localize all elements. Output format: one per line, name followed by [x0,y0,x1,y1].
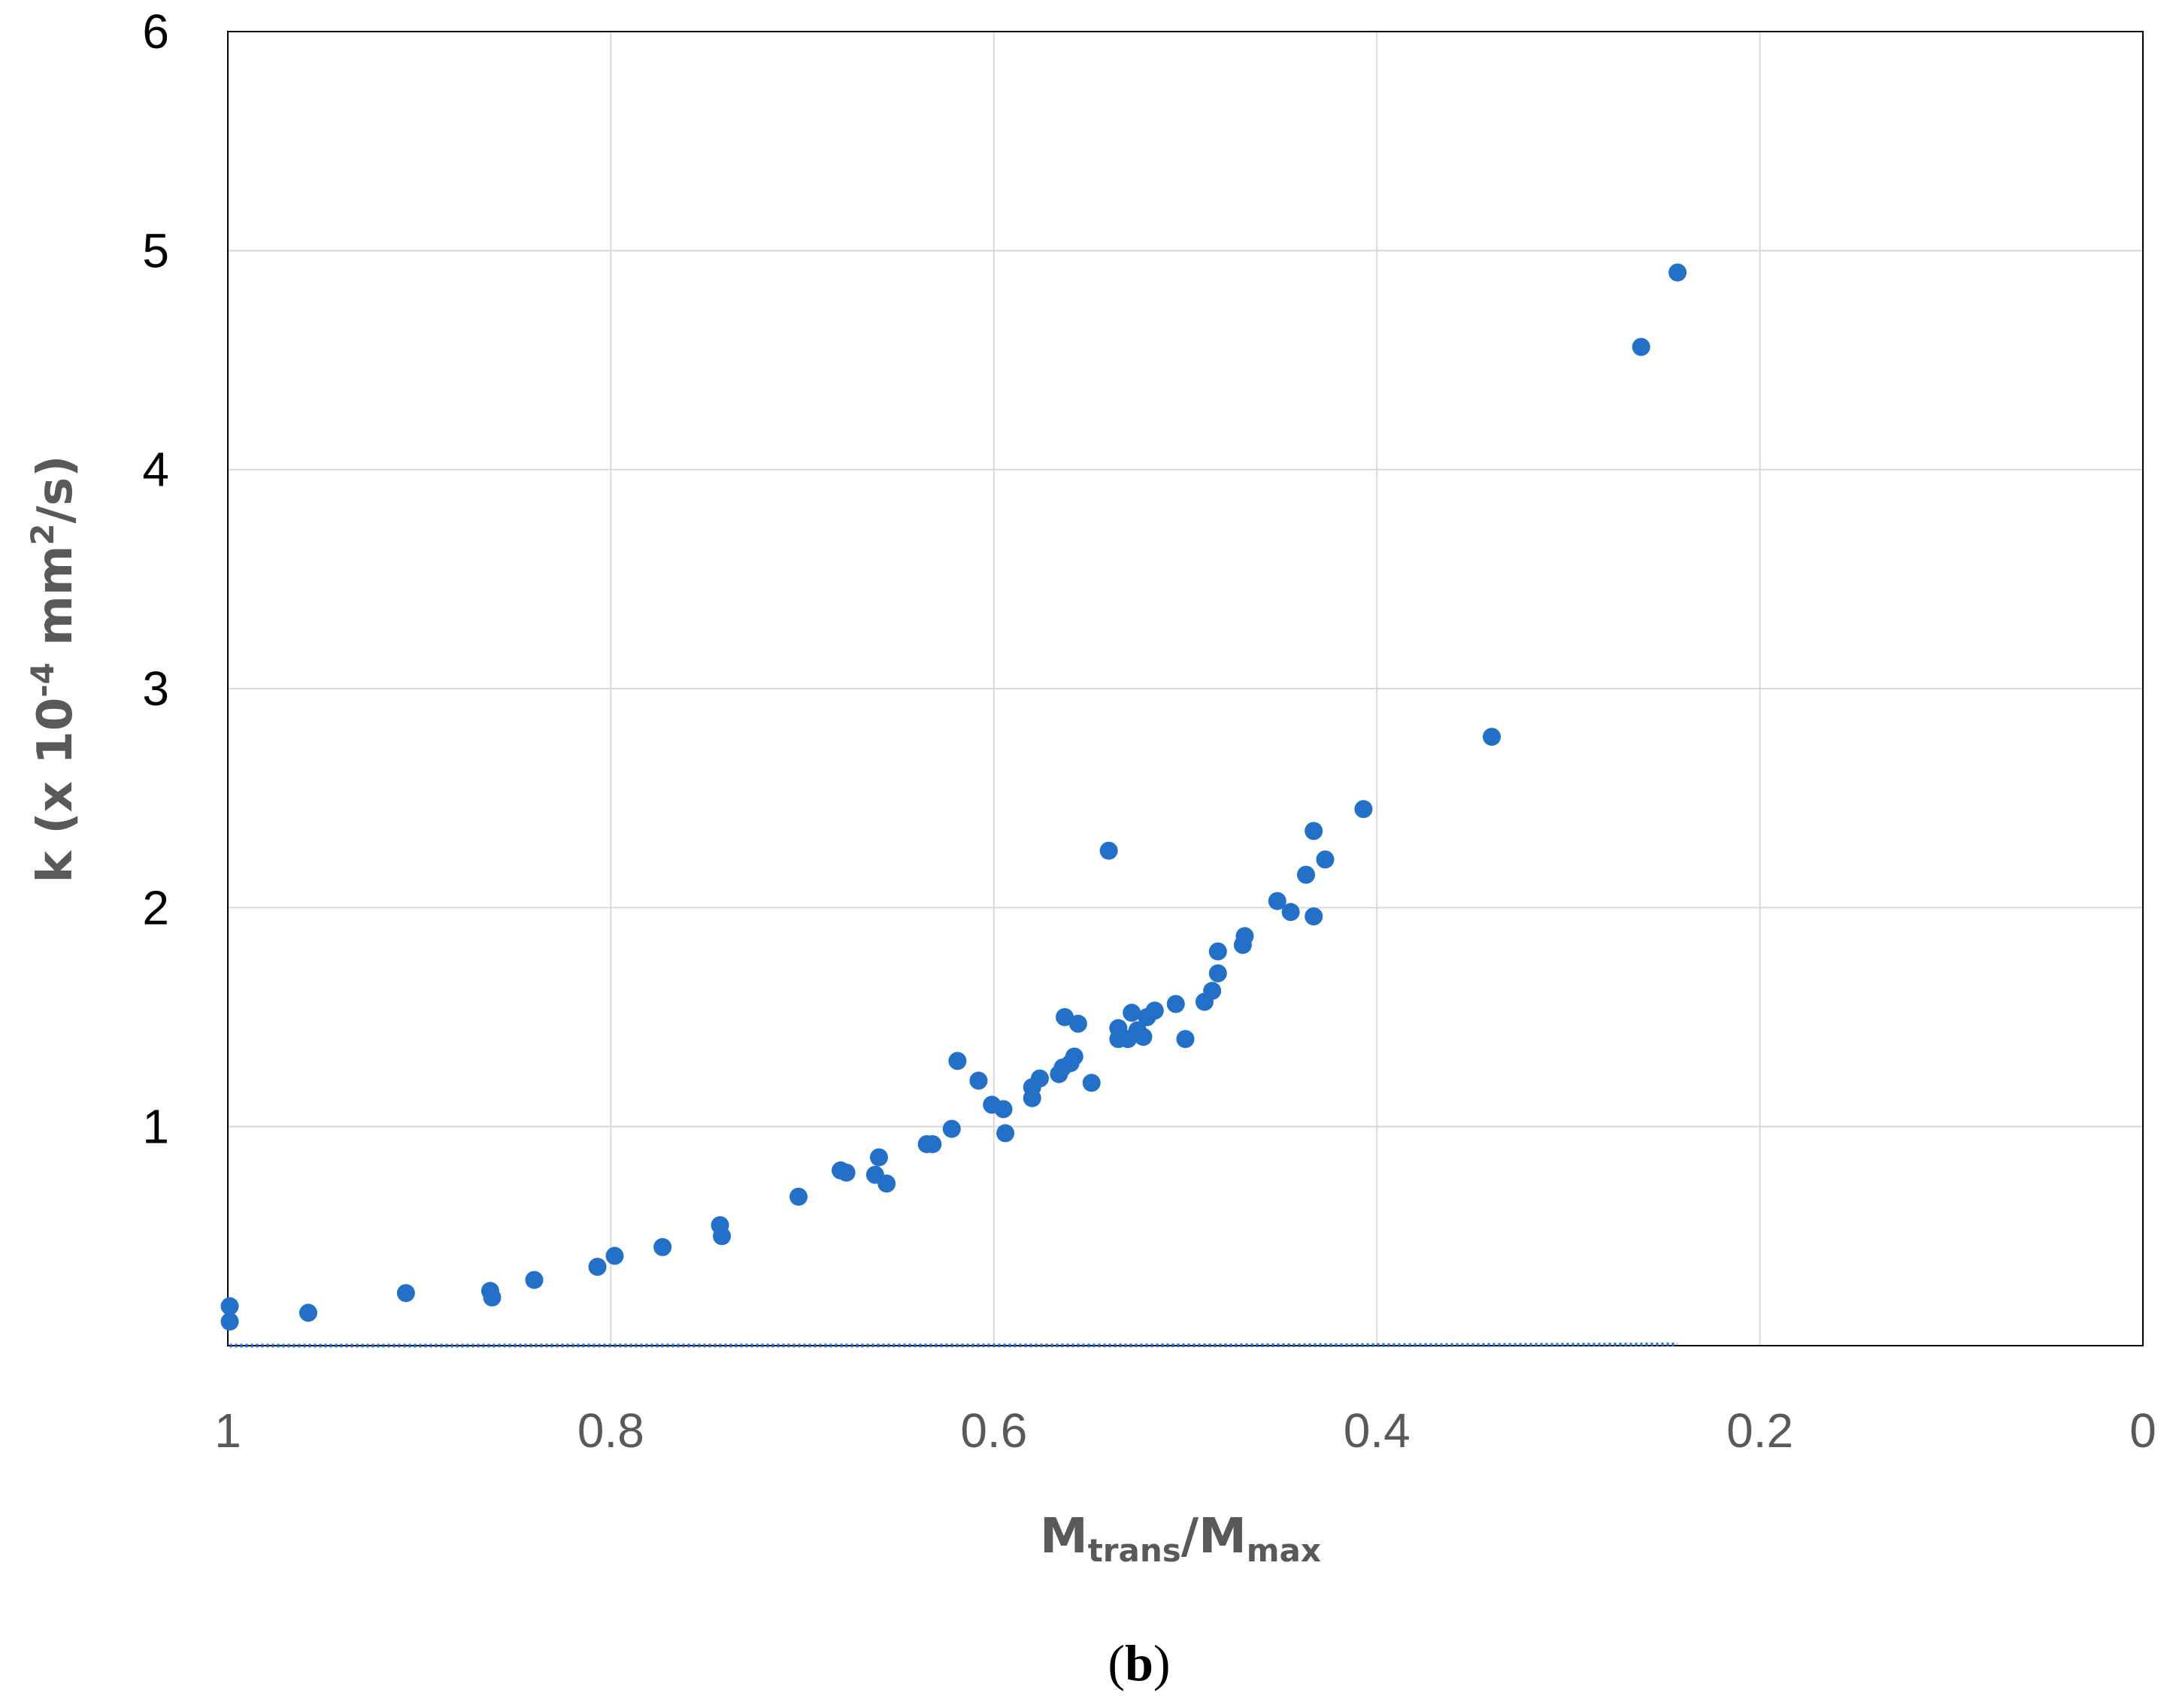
data-point [1305,907,1323,925]
data-point [525,1270,544,1289]
data-point [948,1052,967,1071]
panel-label: (b) [1108,1634,1170,1691]
data-point [1668,263,1687,282]
data-point [1203,982,1222,1001]
data-point [877,1174,896,1193]
data-point [969,1071,988,1090]
x-tick-label: 0.4 [1344,1404,1411,1458]
data-point [1145,1001,1164,1020]
x-tick-label: 1 [214,1404,241,1458]
x-tick-label: 0 [2129,1404,2156,1458]
data-point [1632,338,1650,356]
y-tick-labels: 1 2 3 4 5 6 [142,5,169,1154]
data-point [996,1124,1015,1143]
data-point [396,1284,415,1303]
y-tick-label: 4 [142,443,169,497]
data-point [1316,850,1335,869]
data-points [220,263,1687,1331]
data-point [1354,800,1373,819]
data-point [994,1100,1013,1119]
data-point [1068,1014,1087,1033]
data-point [483,1288,502,1307]
data-point [1296,865,1315,884]
gridlines [228,32,2143,1346]
data-point [1166,995,1185,1013]
data-point [1176,1030,1195,1049]
y-tick-label: 2 [142,880,169,934]
x-axis-title: Mtrans/Mmax [1040,1509,1321,1569]
data-point [1281,903,1300,922]
y-tick-label: 6 [142,5,169,59]
data-point [923,1134,942,1153]
data-point [1065,1047,1083,1066]
y-tick-label: 3 [142,662,169,716]
data-point [653,1237,672,1256]
data-point [942,1119,961,1138]
x-tick-labels: 1 0.8 0.6 0.4 0.2 0 [214,1404,2156,1458]
data-point [1235,927,1254,946]
data-point [1123,1004,1141,1022]
y-axis-title: k (x 10-4 mm2/s) [24,456,83,883]
data-point [1056,1008,1074,1026]
data-point [789,1187,808,1206]
data-point [220,1312,239,1331]
data-point [1030,1069,1049,1088]
data-point [1483,728,1502,746]
data-point [605,1246,624,1265]
data-point [1268,892,1287,910]
data-point [220,1297,239,1316]
y-tick-label: 5 [142,223,169,277]
data-point [588,1258,607,1276]
data-point [1208,942,1227,961]
x-tick-label: 0.8 [577,1404,644,1458]
plot-area-frame [227,31,2144,1346]
data-point [1208,964,1227,983]
x-tick-label: 0.2 [1726,1404,1793,1458]
data-point [837,1163,856,1182]
data-point [299,1304,317,1322]
data-point [1134,1028,1153,1046]
data-point [1082,1074,1101,1092]
x-tick-label: 0.6 [960,1404,1027,1458]
exponential-trendline [229,1342,1678,1348]
data-point [713,1227,732,1246]
y-tick-label: 1 [142,1100,169,1154]
data-point [1099,841,1118,860]
data-point [869,1148,888,1167]
data-point [1305,822,1323,840]
